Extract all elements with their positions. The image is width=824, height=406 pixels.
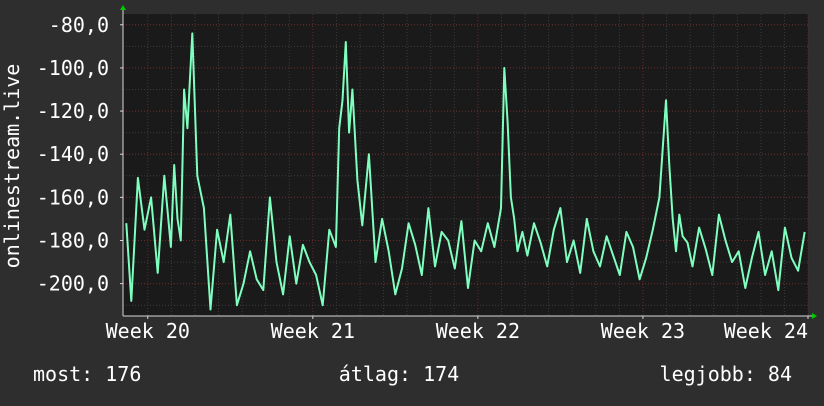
x-tick-label: Week 22	[436, 319, 520, 343]
y-tick-label: -120,0	[37, 99, 109, 123]
y-tick-label: -80,0	[49, 13, 109, 37]
x-tick-label: Week 20	[106, 319, 190, 343]
y-tick-label: -160,0	[37, 185, 109, 209]
x-tick-label: Week 24	[724, 319, 808, 343]
y-tick-label: -100,0	[37, 56, 109, 80]
footer-average: átlag: 174	[339, 362, 459, 386]
footer-best: legjobb: 84	[660, 362, 792, 386]
y-tick-label: -200,0	[37, 272, 109, 296]
y-tick-label: -180,0	[37, 229, 109, 253]
y-axis-label: onlinestream.live	[0, 64, 24, 269]
x-tick-label: Week 21	[271, 319, 355, 343]
y-tick-label: -140,0	[37, 142, 109, 166]
footer-current: most: 176	[33, 362, 141, 386]
x-tick-label: Week 23	[601, 319, 685, 343]
